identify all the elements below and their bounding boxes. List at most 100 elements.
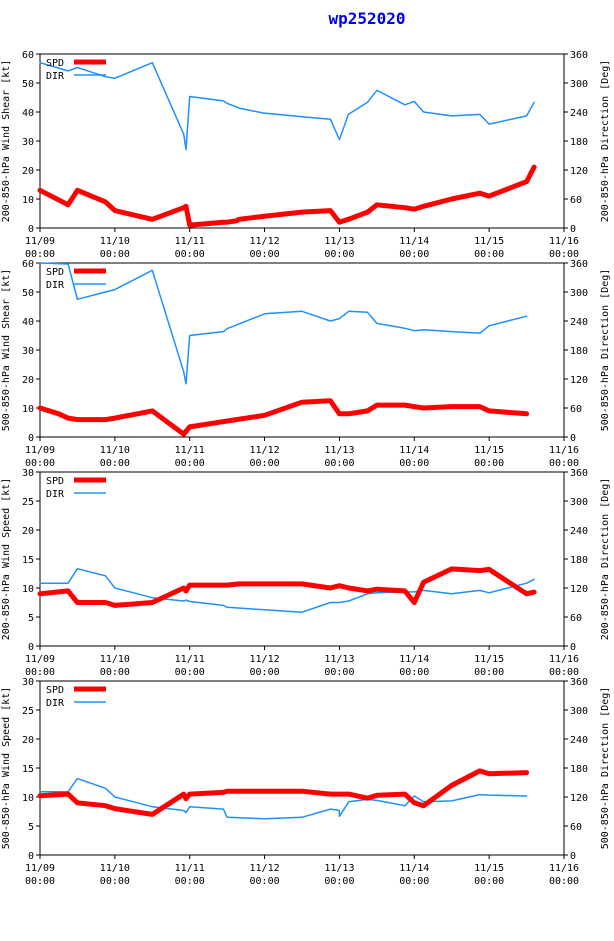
dir-series-line [39,262,528,385]
plot-frame [39,53,565,229]
plot-frame [39,680,565,856]
dir-series-line [39,567,535,613]
y-axis-label-left: 500-850-hPa Wind Shear [kt] [1,269,12,432]
x-tick-time: 00:00 [175,458,205,469]
x-tick-time: 00:00 [175,876,205,887]
legend-label: SPD [46,685,64,696]
x-tick-date: 11/14 [399,863,429,874]
x-tick-date: 11/16 [549,445,579,456]
x-tick-time: 00:00 [250,249,280,260]
y-axis-label-right: 500-850-hPa Direction [Deg] [600,269,611,432]
y-left-tick-label: 40 [22,317,34,328]
x-tick-date: 11/16 [549,863,579,874]
x-tick-time: 00:00 [100,458,130,469]
x-tick-time: 00:00 [25,876,55,887]
x-tick-time: 00:00 [549,458,579,469]
y-axis-label-right: 500-850-hPa Direction [Deg] [600,687,611,850]
x-tick-time: 00:00 [25,667,55,678]
x-tick-date: 11/13 [324,863,354,874]
x-tick-date: 11/14 [399,654,429,665]
y-right-tick-label: 120 [570,166,588,177]
x-tick-time: 00:00 [324,876,354,887]
y-axis-label-left: 200-850-hPa Wind Shear [kt] [1,60,12,223]
panel-4: 05101520253006012018024030036011/0900:00… [1,677,611,887]
x-tick-date: 11/11 [175,236,205,247]
x-tick-time: 00:00 [250,667,280,678]
y-left-tick-label: 20 [22,375,34,386]
y-right-tick-label: 120 [570,793,588,804]
x-tick-date: 11/09 [25,863,55,874]
x-tick-date: 11/09 [25,236,55,247]
x-tick-time: 00:00 [25,249,55,260]
x-tick-time: 00:00 [100,249,130,260]
y-left-tick-label: 25 [22,706,34,717]
y-right-tick-label: 240 [570,317,588,328]
y-left-tick-label: 0 [28,642,34,653]
x-tick-time: 00:00 [399,249,429,260]
y-right-tick-label: 360 [570,50,588,61]
x-tick-time: 00:00 [250,876,280,887]
legend-label: SPD [46,476,64,487]
x-tick-date: 11/10 [100,863,130,874]
panel-1: 0 10 20 30 40 50 60 0 60 120 180 240 300 360 11/09 00:0… [1,50,611,260]
y-left-tick-label: 30 [22,468,34,479]
y-left-tick-label: 15 [22,555,34,566]
y-left-tick-label: 60 [22,50,34,61]
y-left-tick-label: 20 [22,166,34,177]
y-right-tick-label: 0 [570,851,576,862]
legend-label: DIR [46,698,65,709]
legend-label: SPD [46,267,64,278]
x-tick-time: 00:00 [474,458,504,469]
x-tick-date: 11/15 [474,654,504,665]
y-axis-label-left: 500-850-hPa Wind Speed [kt] [1,687,12,850]
y-right-tick-label: 360 [570,468,588,479]
y-right-tick-label: 360 [570,677,588,688]
x-tick-date: 11/10 [100,236,130,247]
y-right-tick-label: 0 [570,433,576,444]
x-tick-time: 00:00 [399,876,429,887]
x-tick-time: 00:00 [324,667,354,678]
y-right-tick-label: 240 [570,108,588,119]
legend-label: DIR [46,71,65,82]
dir-series-line [39,61,535,151]
y-left-tick-label: 10 [22,195,34,206]
x-tick-date: 11/09 [25,445,55,456]
x-tick-date: 11/11 [175,654,205,665]
y-left-tick-label: 50 [22,79,34,90]
x-tick-time: 00:00 [549,876,579,887]
x-tick-date: 11/14 [399,236,429,247]
legend-label: DIR [46,489,65,500]
x-tick-time: 00:00 [175,249,205,260]
x-tick-time: 00:00 [549,249,579,260]
y-right-tick-label: 300 [570,79,588,90]
x-tick-time: 00:00 [100,667,130,678]
x-tick-date: 11/15 [474,863,504,874]
x-tick-time: 00:00 [25,458,55,469]
y-left-tick-label: 10 [22,404,34,415]
x-tick-date: 11/13 [324,445,354,456]
y-right-tick-label: 0 [570,642,576,653]
x-tick-time: 00:00 [474,249,504,260]
y-left-tick-label: 0 [28,433,34,444]
y-left-tick-label: 30 [22,677,34,688]
legend-label: DIR [46,280,65,291]
chart-title: wp252020 [328,9,405,28]
x-tick-time: 00:00 [399,458,429,469]
spd-series-line [37,164,537,228]
y-left-tick-label: 10 [22,584,34,595]
x-tick-date: 11/16 [549,654,579,665]
x-tick-time: 00:00 [250,458,280,469]
x-tick-date: 11/14 [399,445,429,456]
spd-series-line [37,398,530,437]
y-left-tick-label: 20 [22,735,34,746]
y-left-tick-label: 15 [22,764,34,775]
x-tick-date: 11/15 [474,236,504,247]
legend-label: SPD [46,58,64,69]
panel-3: 05101520253006012018024030036011/0900:00… [1,468,611,678]
y-right-tick-label: 60 [570,613,582,624]
x-tick-time: 00:00 [474,667,504,678]
y-right-tick-label: 60 [570,195,582,206]
panel-2: 0 10 20 30 40 50 60 0 60 120 180 240 300 360 11/09 00:0… [1,259,611,469]
spd-series-line [37,566,537,608]
y-right-tick-label: 180 [570,764,588,775]
